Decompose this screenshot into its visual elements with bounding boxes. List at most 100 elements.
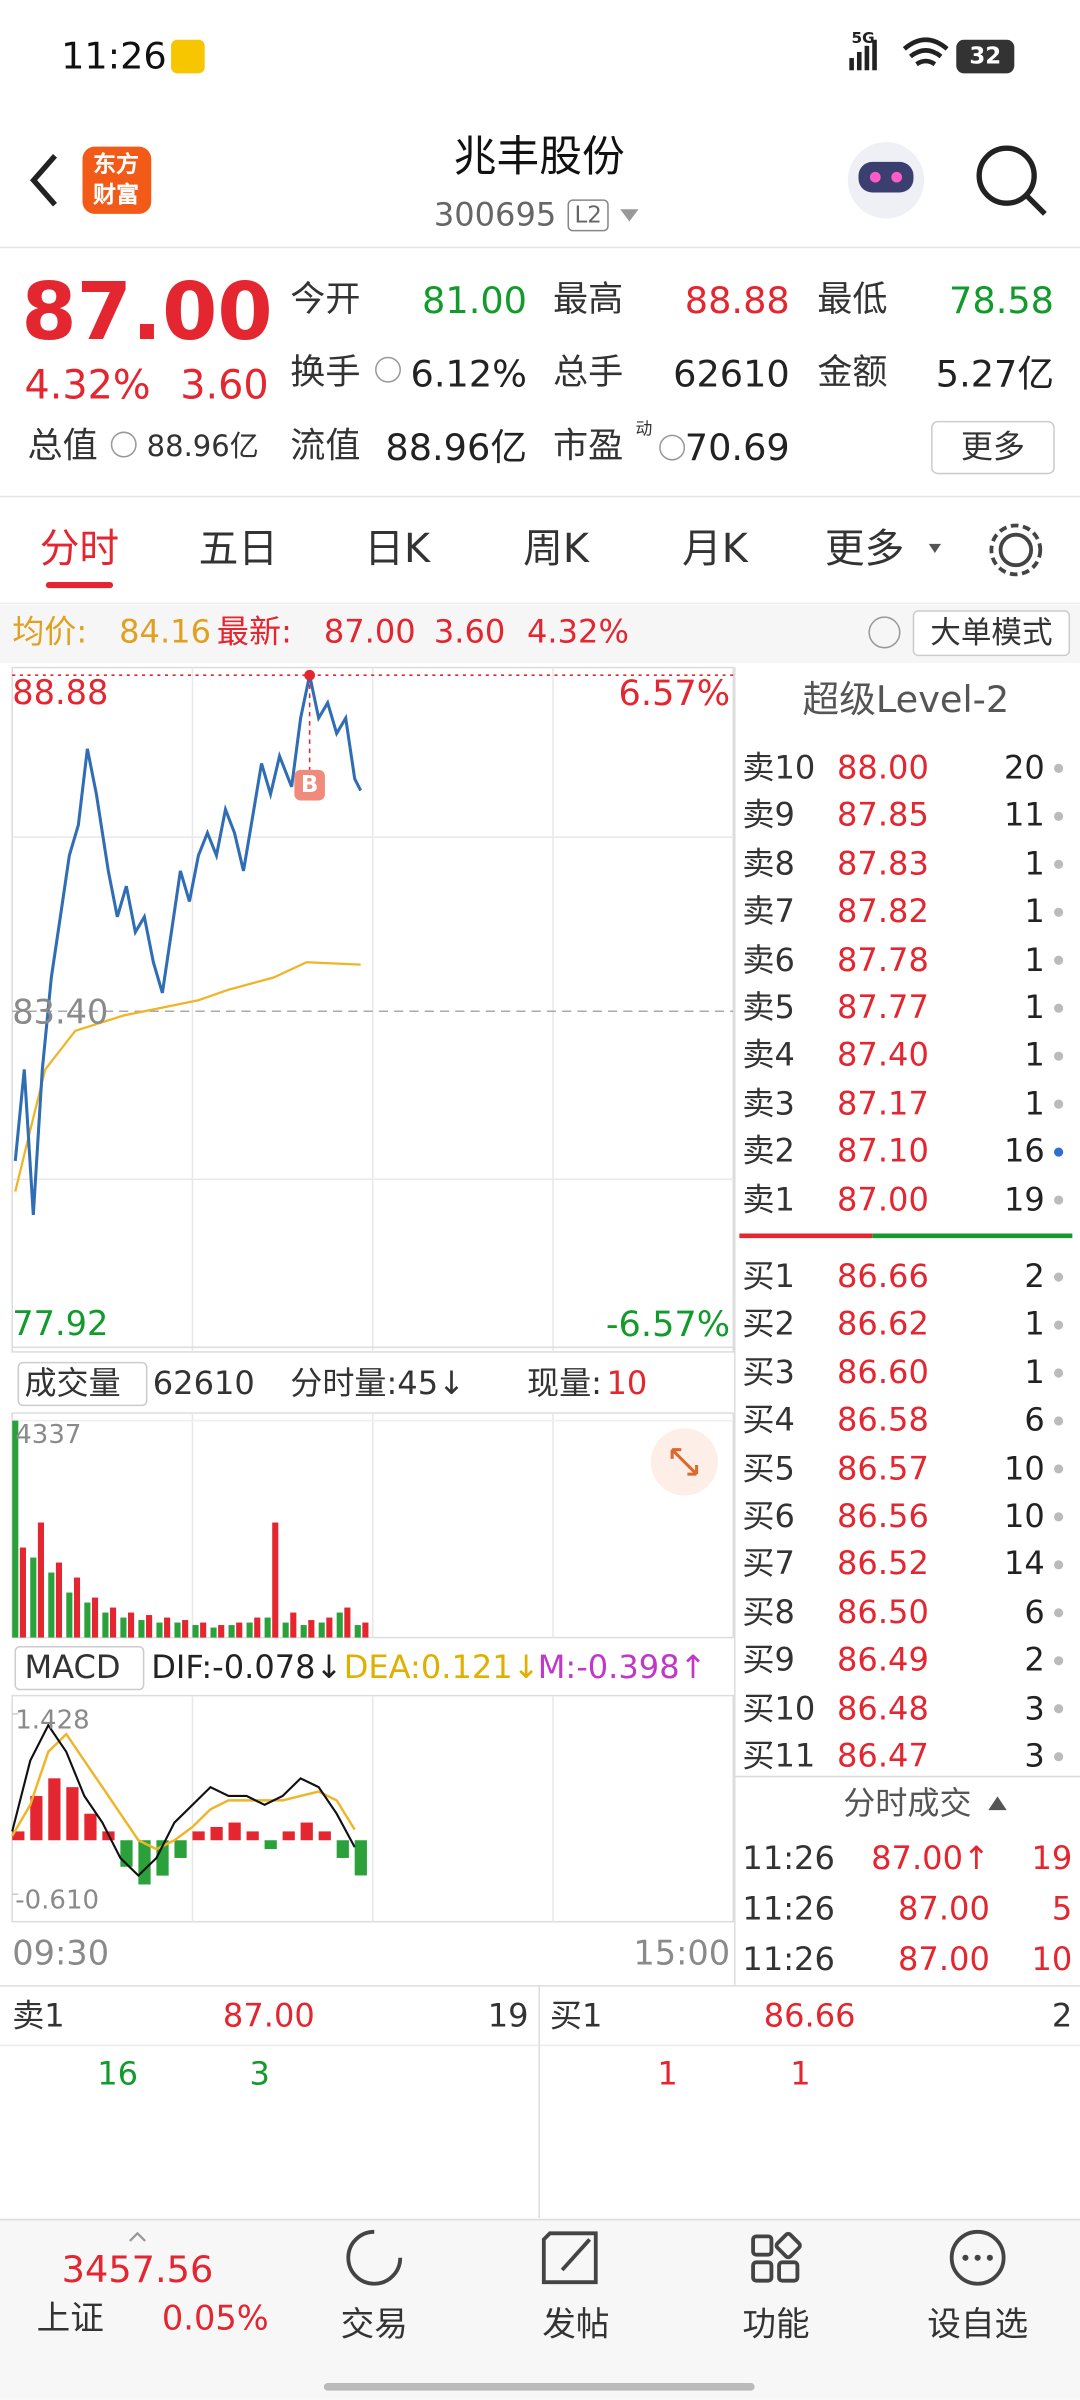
book-qty: 6: [1024, 1401, 1045, 1439]
more-button[interactable]: 更多: [960, 428, 1026, 466]
volume-bar-down: [210, 1627, 217, 1638]
field-label: 最高: [552, 280, 624, 321]
post-icon[interactable]: [541, 2231, 598, 2285]
book-dot: [1054, 763, 1064, 773]
nav-item[interactable]: 交易: [340, 2306, 408, 2345]
book-dot: [1054, 1704, 1064, 1714]
macd-bar: [12, 1831, 25, 1841]
volume-bar-up: [236, 1622, 243, 1638]
price-line: [13, 674, 363, 1215]
code-dropdown[interactable]: [620, 209, 639, 222]
avg-price-line: [14, 961, 361, 1192]
field-value: 62610: [673, 352, 790, 396]
expand-icon: [670, 1448, 699, 1476]
volume-bar-down: [354, 1625, 361, 1638]
book-qty: 3: [1024, 1689, 1045, 1727]
book-qty: 3: [1024, 1737, 1045, 1775]
current-volume-label: 现量:: [527, 1364, 602, 1402]
ask-price: 87.00: [222, 1997, 315, 2034]
book-label: 卖9: [742, 797, 795, 834]
buy-marker-label: B: [300, 770, 319, 799]
macd-bar: [48, 1778, 61, 1841]
nav-bar: [0, 2219, 1080, 2400]
book-qty: 1: [1024, 941, 1045, 978]
field-label-sup: 动: [635, 419, 653, 440]
book-qty: 1: [1024, 1305, 1045, 1343]
nav-item[interactable]: 功能: [742, 2306, 810, 2345]
more-box[interactable]: [931, 420, 1055, 475]
dea-line: [11, 1732, 356, 1851]
index-expand[interactable]: [129, 2231, 146, 2242]
nav-item[interactable]: 设自选: [927, 2306, 1029, 2345]
mode-button[interactable]: [912, 610, 1071, 657]
trade-time: 11:26: [742, 1839, 835, 1877]
book-price: 86.47: [837, 1737, 929, 1775]
volume-bar-up: [128, 1612, 135, 1638]
book-price: 87.00: [837, 1180, 929, 1218]
app-icon: [171, 39, 205, 74]
signal-icon: [849, 39, 877, 71]
book-label: 买4: [742, 1401, 795, 1439]
macd-m: M:-0.398↑: [537, 1649, 707, 1686]
trade-price: 87.00↑: [871, 1839, 990, 1877]
trades-title: 分时成交: [843, 1784, 972, 1822]
price-tick-label: 83.40: [12, 994, 109, 1033]
logo-text: 财富: [93, 181, 140, 209]
trade-qty: 5: [1051, 1890, 1073, 1928]
macd-tick-label: 1.428: [15, 1705, 90, 1737]
macd-selector[interactable]: [14, 1645, 145, 1691]
active-tab-indicator: [45, 582, 114, 589]
trades-toggle[interactable]: [988, 1796, 1007, 1811]
book-qty: 10: [1004, 1497, 1045, 1535]
total-value: 88.96亿: [146, 430, 259, 464]
function-icon[interactable]: [751, 2231, 802, 2283]
tab[interactable]: 更多: [824, 527, 905, 573]
book-label: 买7: [742, 1545, 795, 1583]
level2-title: 超级Level-2: [802, 678, 1010, 722]
bid-queue: 1: [790, 2055, 811, 2093]
field-label: 流值: [290, 426, 361, 467]
watchlist-icon[interactable]: [949, 2229, 1006, 2286]
book-label: 买1: [742, 1257, 795, 1295]
macd-bar: [300, 1822, 313, 1841]
field-label: 今开: [290, 280, 361, 321]
macd-bar: [84, 1813, 97, 1841]
mode-button[interactable]: 大单模式: [930, 614, 1053, 651]
book-label: 卖2: [742, 1132, 795, 1170]
nav-item[interactable]: 发帖: [542, 2306, 610, 2345]
book-qty: 1: [1024, 989, 1045, 1026]
tab[interactable]: 日K: [364, 527, 431, 573]
book-price: 86.56: [837, 1497, 929, 1535]
settings-button[interactable]: [998, 532, 1034, 568]
wifi-icon: [902, 37, 949, 67]
tab[interactable]: 五日: [198, 527, 279, 573]
latest-label: 最新:: [216, 613, 292, 650]
volume-bar-down: [246, 1622, 253, 1638]
tab[interactable]: 周K: [523, 527, 589, 573]
volume-bar-up: [344, 1607, 351, 1638]
field-value: 6.12%: [410, 352, 528, 396]
search-button[interactable]: [976, 145, 1037, 206]
avg-label: 均价:: [12, 613, 88, 650]
bid-queue: 1: [657, 2055, 678, 2093]
home-indicator: [323, 2383, 755, 2391]
back-button[interactable]: [30, 154, 58, 207]
index-name: 上证: [36, 2300, 104, 2339]
help-icon[interactable]: [868, 616, 901, 649]
macd-bar: [336, 1840, 349, 1858]
volume-label: 成交量: [24, 1364, 121, 1402]
tab[interactable]: 分时: [39, 527, 120, 573]
tab[interactable]: 月K: [682, 527, 748, 573]
index-change: 0.05%: [161, 2300, 269, 2339]
volume-selector[interactable]: [17, 1361, 148, 1407]
volume-bar-down: [102, 1612, 109, 1638]
book-price: 87.10: [837, 1132, 929, 1170]
volume-bar-down: [282, 1622, 289, 1638]
book-price: 87.17: [837, 1085, 929, 1122]
macd-bar: [246, 1831, 259, 1841]
volume-bar-up: [55, 1562, 63, 1638]
book-label: 买5: [742, 1449, 795, 1487]
field-value: 81.00: [422, 279, 528, 323]
volume-bar-down: [120, 1617, 127, 1638]
